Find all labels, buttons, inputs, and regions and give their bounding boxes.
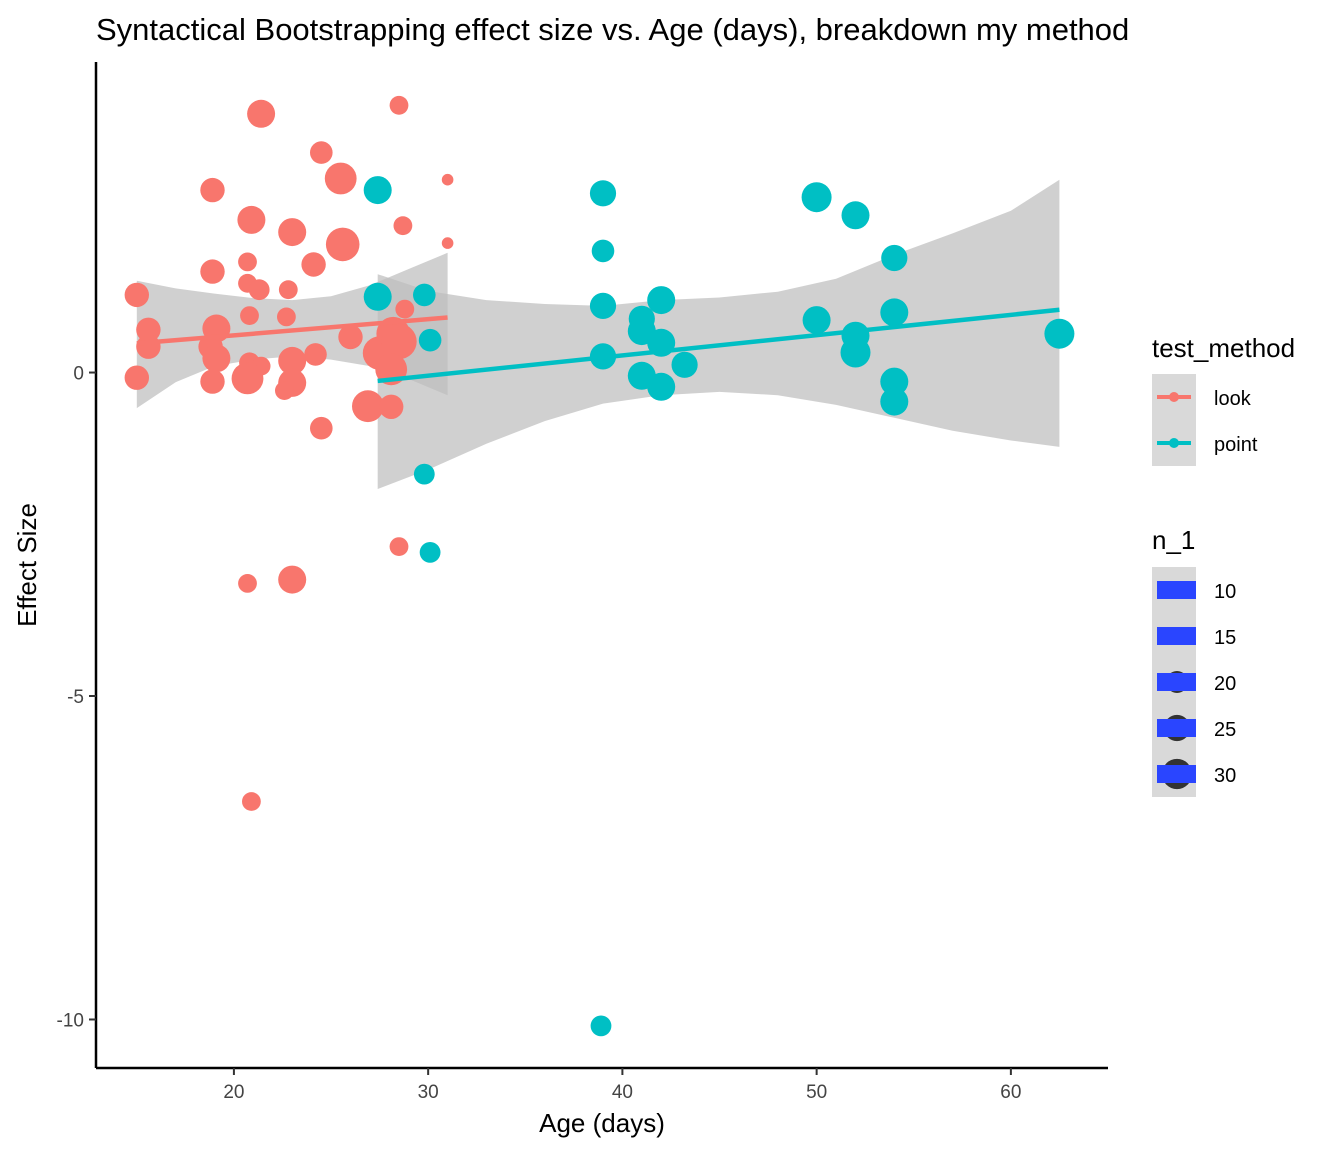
- x-tick-label: 20: [223, 1082, 244, 1103]
- size-key-swatch: [1157, 719, 1196, 737]
- size-legend-label: 25: [1214, 719, 1236, 741]
- point-look: [389, 95, 409, 115]
- confidence-ribbons: [136, 179, 1060, 489]
- point-look: [240, 306, 259, 325]
- trend-lines: [136, 307, 1060, 384]
- point-look: [200, 259, 225, 284]
- point-point: [880, 367, 909, 396]
- size-legend-label: 20: [1214, 673, 1236, 695]
- x-axis-ticks: 20 30 40 50 60: [223, 1068, 1021, 1103]
- point-look: [441, 173, 454, 186]
- point-point: [590, 1015, 612, 1037]
- point-point: [363, 176, 392, 205]
- point-look: [310, 141, 333, 164]
- point-point: [647, 372, 676, 401]
- point-point: [591, 239, 615, 263]
- x-tick-label: 60: [1000, 1082, 1021, 1103]
- point-look: [352, 390, 384, 423]
- trend-line-look: [136, 315, 448, 346]
- point-point: [841, 201, 870, 230]
- size-legend-title: n_1: [1152, 525, 1195, 555]
- point-point: [589, 292, 617, 319]
- size-legend-label: 15: [1214, 627, 1236, 649]
- point-point: [419, 542, 441, 563]
- size-key-swatch: [1157, 627, 1196, 645]
- plot-area: [124, 95, 1075, 1037]
- ribbon-point: [377, 179, 1060, 489]
- point-look: [277, 307, 296, 327]
- point-point: [881, 244, 908, 272]
- point-point: [418, 328, 442, 352]
- point-point: [880, 387, 909, 416]
- size-key-swatch: [1157, 765, 1196, 783]
- point-point: [840, 337, 871, 368]
- legend-key-dot-point: [1169, 438, 1179, 448]
- y-axis-label: Effect Size: [12, 503, 42, 627]
- point-look: [136, 317, 161, 342]
- point-look: [278, 218, 307, 247]
- y-tick-label: 0: [73, 364, 84, 385]
- point-look: [278, 565, 307, 594]
- point-point: [671, 351, 698, 378]
- point-point: [880, 298, 909, 327]
- point-look: [237, 205, 266, 234]
- point-look: [200, 177, 225, 203]
- point-look: [381, 323, 417, 360]
- point-look: [325, 227, 360, 262]
- point-look: [393, 216, 413, 236]
- point-look: [231, 362, 264, 395]
- size-legend: n_1 10 15 20 25 30: [1152, 525, 1236, 797]
- y-tick-label: -10: [57, 1010, 84, 1031]
- x-tick-label: 50: [806, 1082, 827, 1103]
- point-look: [247, 99, 276, 128]
- point-look: [324, 162, 357, 195]
- point-look: [278, 346, 307, 375]
- point-look: [242, 792, 261, 811]
- legend-key-dot-look: [1169, 392, 1179, 402]
- point-look: [389, 537, 409, 556]
- size-key-swatch: [1157, 581, 1196, 599]
- point-look: [200, 369, 225, 394]
- point-look: [441, 237, 454, 249]
- point-look: [238, 574, 257, 593]
- point-point: [589, 180, 617, 207]
- color-legend-title: test_method: [1152, 333, 1295, 363]
- size-legend-label: 30: [1214, 765, 1236, 787]
- point-look: [124, 365, 149, 390]
- point-point: [413, 463, 435, 485]
- point-look: [310, 416, 333, 440]
- point-point: [802, 306, 831, 335]
- point-look: [301, 252, 326, 277]
- point-look: [202, 344, 231, 373]
- data-points: [124, 95, 1075, 1037]
- point-look: [275, 381, 294, 400]
- point-look: [238, 252, 257, 272]
- point-look: [395, 299, 415, 319]
- point-point: [363, 282, 392, 311]
- point-point: [801, 182, 832, 213]
- y-axis-ticks: -10 -5 0: [57, 364, 96, 1031]
- x-tick-label: 40: [612, 1082, 633, 1103]
- legend-label-look: look: [1214, 388, 1252, 410]
- chart-title: Syntactical Bootstrapping effect size vs…: [96, 12, 1129, 47]
- point-point: [413, 283, 436, 307]
- point-look: [304, 343, 327, 366]
- point-look: [338, 324, 363, 350]
- point-look: [248, 279, 270, 301]
- point-point: [647, 286, 676, 315]
- point-look: [278, 280, 298, 300]
- size-key-swatch: [1157, 673, 1196, 691]
- x-axis-label: Age (days): [539, 1108, 665, 1138]
- y-tick-label: -5: [67, 687, 84, 708]
- point-point: [1044, 318, 1075, 349]
- color-legend: test_method look point: [1152, 333, 1295, 466]
- x-tick-label: 30: [418, 1082, 439, 1103]
- size-legend-label: 10: [1214, 581, 1236, 603]
- trend-line-point: [377, 307, 1060, 384]
- point-look: [379, 394, 404, 419]
- legend-label-point: point: [1214, 434, 1258, 456]
- point-look: [136, 334, 161, 359]
- point-look: [124, 282, 149, 308]
